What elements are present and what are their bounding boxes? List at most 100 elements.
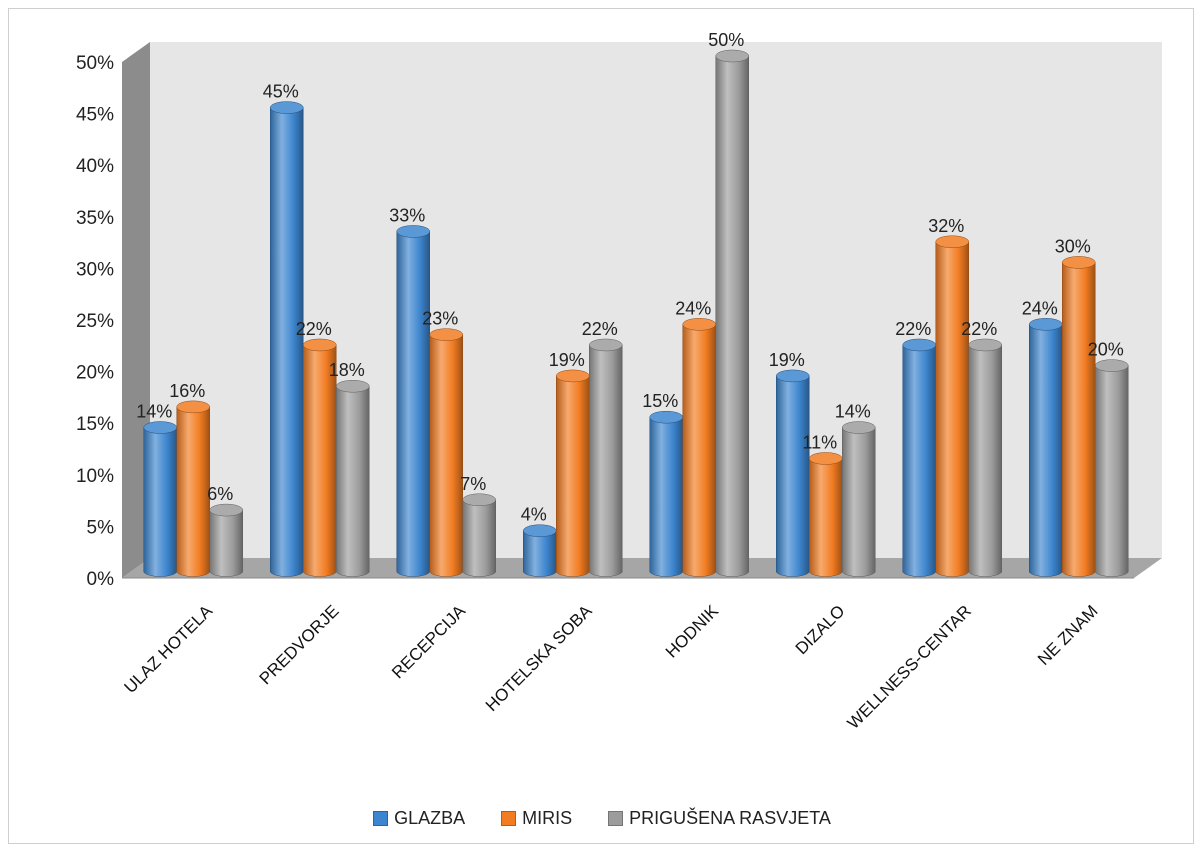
- bar-body: [776, 375, 810, 577]
- bar-body: [935, 241, 969, 577]
- bar-top: [968, 338, 1002, 352]
- bar-body: [336, 385, 370, 577]
- x-category-label: DIZALO: [792, 601, 849, 658]
- bar: [176, 400, 210, 577]
- bar-chart: 0%5%10%15%20%25%30%35%40%45%50% 14%16%6%…: [76, 30, 1162, 733]
- legend-label: PRIGUŠENA RASVJETA: [629, 808, 831, 828]
- y-tick-label: 25%: [76, 311, 114, 332]
- bar-top: [176, 400, 210, 414]
- data-label: 22%: [961, 319, 997, 339]
- y-tick-label: 45%: [76, 105, 114, 126]
- bar: [143, 421, 177, 577]
- bar: [556, 369, 590, 577]
- bar-body: [809, 458, 843, 577]
- bar-top: [462, 493, 496, 507]
- bar: [1095, 359, 1129, 577]
- bar-top: [776, 369, 810, 383]
- bar-body: [968, 344, 1002, 577]
- bar-body: [1095, 365, 1129, 577]
- data-label: 45%: [263, 82, 299, 102]
- data-label: 22%: [582, 319, 618, 339]
- bar-top: [842, 421, 876, 434]
- bar: [523, 524, 557, 577]
- bar-body: [556, 375, 590, 577]
- y-tick-label: 30%: [76, 259, 114, 280]
- y-tick-label: 40%: [76, 156, 114, 177]
- bar-top: [1062, 256, 1096, 269]
- side-wall: [122, 42, 150, 578]
- y-tick-label: 15%: [76, 414, 114, 435]
- bar-body: [396, 231, 430, 577]
- bar: [336, 379, 370, 577]
- bar-top: [209, 503, 243, 517]
- legend-item: PRIGUŠENA RASVJETA: [608, 808, 831, 829]
- legend: GLAZBA MIRIS PRIGUŠENA RASVJETA: [0, 808, 1204, 829]
- bars: [143, 49, 1129, 577]
- x-category-label: WELLNESS-CENTAR: [844, 601, 975, 732]
- bar: [462, 493, 496, 577]
- x-category-label: NE ZNAM: [1034, 601, 1102, 669]
- legend-swatch: [373, 811, 389, 826]
- bar: [842, 421, 876, 577]
- y-axis: 0% 5% 10% 15% 20% 25% 30% 35% 40% 45% 50%: [76, 53, 114, 590]
- data-label: 30%: [1055, 236, 1091, 256]
- y-tick-label: 50%: [76, 53, 114, 74]
- bar: [809, 452, 843, 577]
- bar-top: [1029, 318, 1063, 331]
- bar: [1029, 318, 1063, 577]
- bar: [1062, 256, 1096, 577]
- bar-top: [649, 410, 683, 424]
- data-label: 4%: [521, 505, 547, 525]
- bar-body: [143, 427, 177, 577]
- bar-body: [842, 427, 876, 577]
- y-tick-label: 0%: [87, 569, 115, 590]
- bar-top: [809, 452, 843, 465]
- data-label: 19%: [549, 350, 585, 370]
- bar-body: [209, 509, 243, 577]
- bar: [935, 235, 969, 577]
- legend-item: MIRIS: [501, 808, 572, 829]
- bar-body: [429, 334, 463, 577]
- floor: [122, 558, 1162, 578]
- bar-body: [303, 344, 337, 577]
- bar-top: [902, 338, 936, 352]
- x-category-label: HODNIK: [662, 601, 723, 662]
- bar-body: [462, 499, 496, 577]
- data-labels: 14%16%6%45%22%18%33%23%7%4%19%22%15%24%5…: [136, 30, 1124, 525]
- data-label: 19%: [769, 350, 805, 370]
- data-label: 32%: [928, 216, 964, 236]
- bar-body: [270, 107, 304, 577]
- legend-swatch: [608, 811, 624, 826]
- bar-body: [1062, 262, 1096, 577]
- bar-top: [303, 338, 337, 352]
- bar: [902, 338, 936, 577]
- data-label: 16%: [169, 381, 205, 401]
- bar-body: [649, 416, 683, 577]
- bar: [396, 225, 430, 577]
- bar: [682, 318, 716, 577]
- data-label: 22%: [895, 319, 931, 339]
- bar: [776, 369, 810, 577]
- bar-body: [715, 55, 749, 577]
- data-label: 11%: [802, 432, 837, 452]
- bar: [270, 101, 304, 577]
- bar-top: [935, 235, 969, 249]
- bar-body: [589, 344, 623, 577]
- data-label: 14%: [136, 402, 172, 422]
- bar-top: [336, 379, 370, 393]
- bar-body: [902, 344, 936, 577]
- bar: [649, 410, 683, 577]
- data-label: 20%: [1088, 340, 1124, 360]
- bar: [303, 338, 337, 577]
- bar-top: [556, 369, 590, 383]
- bar-body: [682, 324, 716, 577]
- data-label: 7%: [460, 474, 486, 494]
- bar-body: [1029, 324, 1063, 577]
- bar: [429, 328, 463, 577]
- y-tick-label: 10%: [76, 466, 114, 487]
- bar-top: [715, 49, 749, 63]
- x-category-label: PREDVORJE: [256, 601, 343, 688]
- data-label: 23%: [422, 309, 458, 329]
- x-axis: ULAZ HOTELA PREDVORJE RECEPCIJA HOTELSKA SO…: [120, 601, 1101, 733]
- bar-top: [682, 318, 716, 331]
